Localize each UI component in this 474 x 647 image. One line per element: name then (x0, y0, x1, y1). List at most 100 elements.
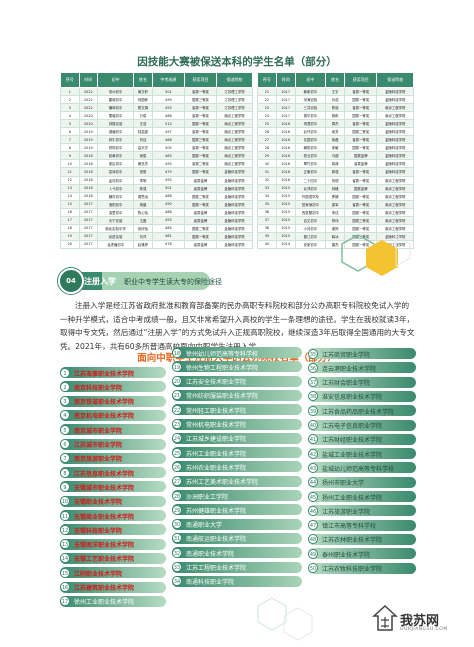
table-header-cell: 姓名 (133, 72, 153, 88)
table-cell: 2017 (78, 223, 99, 233)
college-item: 28 沙洲职业工学院 (172, 490, 302, 501)
table-cell: 金陵科技学院 (215, 239, 254, 249)
college-name: 江苏电子信息职业学院 (322, 423, 383, 430)
table-cell: 省赛一等奖 (183, 103, 217, 113)
table-cell: 501 (151, 183, 185, 193)
table-cell: 勤业初中 (294, 151, 327, 161)
college-number: 48 (308, 534, 318, 545)
table-header-cell: 序号 (60, 72, 80, 88)
table-cell: 9 (60, 151, 80, 161)
college-name: 江苏海事职业技术学院 (74, 370, 135, 378)
table-cell: 24 (257, 111, 277, 121)
table-row: 22 2017 河海实验 孙浩 国赛一等奖 金陵科技学院 (257, 95, 414, 105)
table-cell: 卜弋初中 (97, 183, 135, 193)
table-cell: 春江初中 (294, 231, 327, 241)
table-cell: 省赛一等奖 (183, 143, 217, 153)
table-cell: 朝阳初中 (294, 143, 327, 153)
table-cell: 2016 (275, 143, 296, 153)
table-cell: 金陵科技学院 (215, 207, 254, 217)
college-item: 42 盐城工业职业技术学院 (308, 448, 416, 460)
college-item: 43 盐城幼儿师范高等专科学校 (308, 462, 416, 474)
college-name: 无锡商业职业技术学院 (74, 513, 135, 521)
college-name: 苏州健雄职业技术学院 (186, 507, 247, 515)
table-cell: 国赛二等奖 (183, 191, 217, 201)
table-cell: 国赛一等奖 (183, 231, 217, 241)
table-row: 34 2015 外国语学校 罗娜 国赛一等奖 南京工程学院 (257, 191, 414, 201)
table-cell: 33 (257, 183, 277, 193)
table-cell: 36 (257, 207, 277, 217)
table-row: 5 2020 钟楼实验 汪浩 513 国赛一等奖 南京工程学院 (60, 119, 254, 129)
table-cell: 外国语学校 (294, 191, 327, 201)
table-cell: 清潭初中 (294, 119, 327, 129)
table-cell: 4 (60, 111, 80, 121)
college-item: 20 江苏安全技术职业学院 (172, 375, 302, 387)
college-item: 38 淮安信息职业技术学院 (308, 390, 416, 402)
college-item: 15 江阴职业技术学院 (60, 567, 166, 579)
table-row: 23 2017 三井实验 陈晓 省赛一等奖 南京工程学院 (257, 103, 414, 113)
college-item: 50 江苏农牧科技职业学院 (308, 562, 416, 574)
registration-paragraph: 注册入学是经江苏省政府批准和教育部备案的民办高职专科院校和部分公办高职专科院校免… (60, 301, 415, 352)
table-cell: 钟楼实验 (97, 119, 135, 129)
table-cell: 486 (151, 207, 185, 217)
table-cell: 23 (257, 103, 277, 113)
college-item: 5 南京城市职业学院 (60, 424, 166, 436)
table-cell: 金陵科技学院 (376, 127, 414, 137)
table-cell: 13 (60, 183, 80, 193)
table-cell: 孙浩 (325, 95, 346, 105)
college-name: 扬州工业职业技术学院 (322, 494, 383, 502)
table-cell: 蔡文娟 (133, 103, 153, 113)
table-cell: 省赛一等奖 (183, 86, 217, 97)
table-cell: 宋佳 (325, 207, 346, 217)
table-row: 18 2017 新北实验中学 张欣怡 484 国赛二等奖 金陵科技学院 (60, 223, 254, 233)
table-cell: 小河初中 (294, 223, 327, 233)
table-cell: 22 (257, 95, 277, 105)
table-cell: 省赛一等奖 (344, 103, 378, 113)
table-row: 6 2019 湖塘初中 陆嘉豪 497 省赛一等奖 南京工程学院 (60, 127, 254, 137)
table-cell: 16 (60, 207, 80, 217)
table-cell: 2017 (78, 215, 99, 225)
table-row: 17 2017 天宁实验 王磊 493 省赛金牌 金陵科技学院 (60, 215, 254, 225)
table-cell: 雷城初中 (97, 95, 135, 105)
table-row: 25 2016 清潭初中 周杰 省赛一等奖 金陵科技学院 (257, 119, 414, 129)
table-cell: 花园初中 (294, 135, 327, 145)
table-cell: 张丽 (133, 167, 153, 177)
table-cell: 横林初中 (97, 103, 135, 113)
badge-label-main: 注册入学 (84, 277, 116, 286)
table-row: 27 2016 花园初中 徐磊 省赛一等奖 金陵科技学院 (257, 135, 414, 145)
table-cell: 金陵科技学院 (376, 86, 414, 97)
college-item: 4 南京机电职业技术学院 (60, 409, 166, 421)
table-cell: 马超 (325, 151, 346, 161)
college-number: 47 (308, 520, 318, 531)
table-cell: 12 (60, 175, 80, 185)
table-cell: 8 (60, 143, 80, 153)
college-item: 6 江苏城市职业学院 (60, 438, 166, 450)
table-row: 29 2016 勤业初中 马超 国赛金牌 金陵科技学院 (257, 151, 414, 161)
table-row: 36 2015 西夏墅初中 宋佳 国赛一等奖 南京工程学院 (257, 207, 414, 217)
college-number: 41 (308, 434, 318, 445)
college-name: 镇江市高等专科学校 (322, 523, 377, 531)
table-cell: 495 (151, 159, 185, 169)
college-number: 1 (60, 367, 70, 378)
badge-label-sub: 职业中专学生读大专的保险途径 (124, 278, 222, 286)
table-cell: 北环初中 (294, 127, 327, 137)
college-name: 江苏食品药品职业技术学院 (322, 408, 395, 416)
table-row: 35 2015 田家炳初中 梁军 省赛一等奖 南京工程学院 (257, 199, 414, 209)
table-row: 14 2018 魏村初中 周思远 488 国赛二等奖 金陵科技学院 (60, 191, 254, 201)
college-name: 江阴职业技术学院 (74, 570, 123, 578)
college-number: 20 (172, 376, 182, 387)
table-cell: 6 (60, 127, 80, 137)
college-number: 38 (308, 391, 318, 402)
table-cell: 2017 (78, 231, 99, 241)
college-number: 25 (172, 447, 182, 458)
college-number: 10 (60, 496, 70, 507)
college-item: 1 江苏海事职业技术学院 (60, 367, 166, 378)
table-cell: 492 (151, 175, 185, 185)
table-cell: 南京工程学院 (376, 111, 414, 121)
table-cell: 翠竹初中 (294, 159, 327, 169)
college-item: 7 南京旅游职业学院 (60, 452, 166, 464)
table-cell: 何国栋 (133, 95, 153, 105)
table-cell: 郭强 (325, 167, 346, 177)
table-cell: 484 (151, 223, 185, 233)
college-number: 34 (172, 576, 182, 587)
college-item: 32 南通职业技术学院 (172, 547, 302, 559)
